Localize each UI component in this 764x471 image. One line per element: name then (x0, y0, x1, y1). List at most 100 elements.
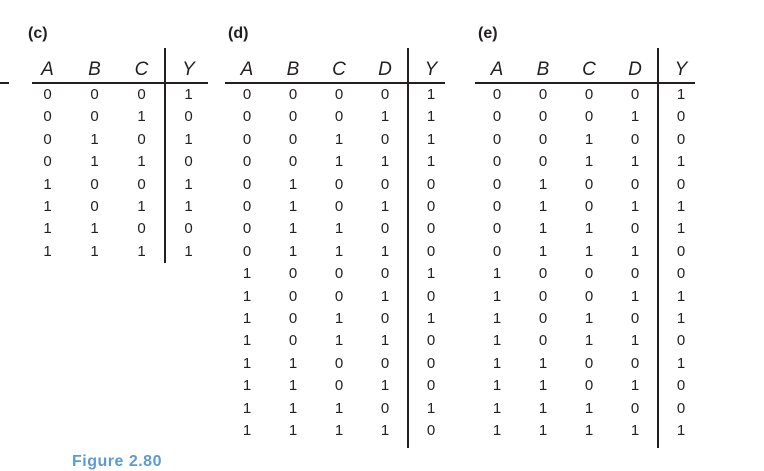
cell-value: 0 (288, 310, 298, 328)
cell-value: 0 (676, 265, 686, 283)
cell-value: 1 (184, 130, 193, 148)
column-header-b: B (88, 59, 101, 80)
cell-value: 1 (184, 86, 193, 103)
cell-value: 1 (137, 108, 146, 126)
cell-value: 0 (380, 354, 390, 372)
cell-value: 0 (242, 86, 252, 103)
header-underline (475, 82, 695, 84)
cell-value: 1 (137, 242, 146, 260)
cell-value: 1 (426, 399, 436, 417)
cell-value: 0 (288, 86, 298, 103)
cell-value: 0 (426, 377, 436, 395)
cell-value: 1 (334, 242, 344, 260)
cell-value: 0 (538, 310, 548, 328)
cell-value: 0 (584, 175, 594, 193)
cell-value: 0 (426, 198, 436, 216)
cell-value: 1 (492, 332, 502, 350)
table-row: 1 1 1 0 1 (224, 398, 454, 420)
table-row: 0 0 1 1 1 (474, 151, 704, 173)
header-underline (225, 82, 445, 84)
cell-value: 1 (584, 242, 594, 260)
cell-value: 0 (334, 198, 344, 216)
cell-value: 0 (492, 108, 502, 126)
cell-value: 0 (90, 86, 99, 103)
cell-value: 0 (43, 86, 52, 103)
cell-value: 1 (288, 220, 298, 238)
table-row: 0 1 1 0 (24, 151, 212, 173)
cell-value: 1 (184, 242, 193, 260)
column-header-c: C (134, 59, 149, 80)
table-row: 1 1 0 0 1 (474, 353, 704, 375)
table-row: 0 1 1 0 1 (474, 218, 704, 240)
cell-value: 0 (380, 86, 390, 103)
cell-value: 1 (584, 220, 594, 238)
table-row: 0 0 1 0 0 (474, 129, 704, 151)
table-row: 1 0 1 0 1 (474, 308, 704, 330)
cell-value: 1 (426, 153, 436, 171)
cell-value: 0 (492, 153, 502, 171)
cell-value: 1 (288, 198, 298, 216)
cell-value: 1 (630, 377, 640, 395)
figure-caption-clipped: Figure 2.80 (72, 453, 162, 470)
cell-value: 1 (584, 153, 594, 171)
cell-value: 1 (242, 422, 252, 440)
cell-value: 0 (630, 265, 640, 283)
cell-value: 1 (43, 242, 52, 260)
cell-value: 0 (380, 265, 390, 283)
cell-value: 0 (43, 130, 52, 148)
cell-value: 0 (584, 108, 594, 126)
column-header-c: C (582, 59, 596, 80)
cell-value: 1 (630, 332, 640, 350)
cell-value: 0 (137, 130, 146, 148)
cell-value: 0 (676, 377, 686, 395)
cell-value: 1 (492, 287, 502, 305)
cell-value: 0 (492, 86, 502, 103)
cell-value: 1 (43, 220, 52, 238)
cell-value: 0 (380, 130, 390, 148)
cell-value: 0 (334, 265, 344, 283)
table-row: 1 1 1 1 0 (224, 420, 454, 442)
output-separator-line (407, 48, 409, 448)
cell-value: 0 (334, 354, 344, 372)
cell-value: 0 (242, 153, 252, 171)
cell-value: 0 (584, 86, 594, 103)
cell-value: 1 (630, 287, 640, 305)
cell-value: 1 (380, 287, 390, 305)
cell-value: 1 (538, 242, 548, 260)
cell-value: 1 (538, 422, 548, 440)
cell-value: 1 (426, 108, 436, 126)
cell-value: 0 (630, 175, 640, 193)
column-header-b: B (286, 59, 300, 80)
cell-value: 1 (334, 422, 344, 440)
cell-value: 1 (676, 287, 686, 305)
cell-value: 1 (492, 265, 502, 283)
cell-value: 1 (288, 242, 298, 260)
cell-value: 1 (242, 265, 252, 283)
table-row: 1 0 1 1 (24, 196, 212, 218)
column-header-y: Y (182, 59, 195, 80)
cell-value: 0 (676, 399, 686, 417)
cell-value: 1 (288, 175, 298, 193)
cell-value: 1 (334, 130, 344, 148)
cell-value: 1 (584, 399, 594, 417)
cell-value: 1 (242, 377, 252, 395)
cell-value: 0 (492, 242, 502, 260)
table-label-c: (c) (24, 22, 212, 44)
cell-value: 1 (288, 422, 298, 440)
cell-value: 0 (538, 265, 548, 283)
cell-value: 0 (288, 153, 298, 171)
table-row: 1 0 0 1 0 (224, 286, 454, 308)
cell-value: 1 (676, 153, 686, 171)
cell-value: 1 (242, 287, 252, 305)
table-row: 1 0 0 1 1 (474, 286, 704, 308)
cell-value: 1 (380, 422, 390, 440)
cell-value: 0 (90, 198, 99, 216)
cell-value: 0 (334, 377, 344, 395)
cell-value: 0 (334, 108, 344, 126)
table-row: 0 1 1 1 0 (224, 241, 454, 263)
